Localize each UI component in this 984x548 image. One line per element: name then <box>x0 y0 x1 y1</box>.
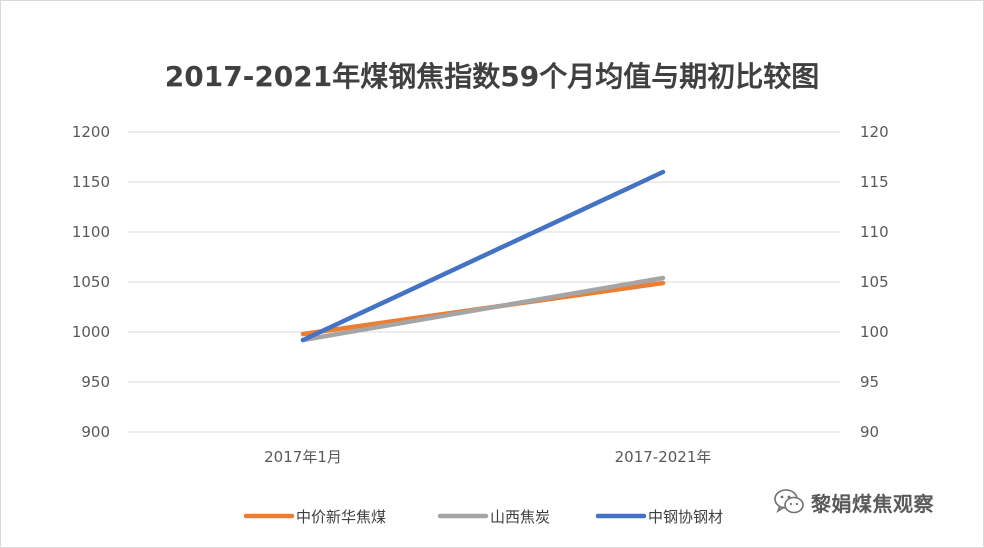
legend-label: 中价新华焦煤 <box>296 508 386 526</box>
y-right-tick-label: 90 <box>860 423 879 441</box>
y-left-tick-label: 1050 <box>72 273 110 291</box>
chart-title: 2017-2021年煤钢焦指数59个月均值与期初比较图 <box>165 60 819 93</box>
y-right-tick-label: 110 <box>860 223 889 241</box>
y-left-tick-label: 1100 <box>72 223 110 241</box>
watermark: 黎娟煤焦观察 <box>773 487 934 517</box>
x-axis: 2017年1月 2017-2021年 <box>264 448 711 466</box>
legend: 中价新华焦煤 山西焦炭 中钢协钢材 <box>243 508 723 526</box>
wechat-icon <box>774 489 804 514</box>
series-line <box>300 275 666 343</box>
series-layer <box>300 169 666 343</box>
y-right-tick-label: 105 <box>860 273 889 291</box>
y-left-tick-label: 1000 <box>72 323 110 341</box>
grid <box>128 131 840 433</box>
y-right-tick-label: 120 <box>860 123 889 141</box>
right-axis: 90 95 100 105 110 115 120 <box>860 123 889 441</box>
y-right-tick-label: 100 <box>860 323 889 341</box>
x-tick-label: 2017-2021年 <box>615 448 712 466</box>
y-left-tick-label: 1150 <box>72 173 110 191</box>
y-right-tick-label: 115 <box>860 173 889 191</box>
x-tick-label: 2017年1月 <box>264 448 342 466</box>
left-axis: 900 950 1000 1050 1100 1150 1200 <box>72 123 110 441</box>
watermark-text: 黎娟煤焦观察 <box>811 491 934 516</box>
y-right-tick-label: 95 <box>860 373 879 391</box>
legend-label: 山西焦炭 <box>490 508 550 526</box>
y-left-tick-label: 900 <box>81 423 110 441</box>
y-left-tick-label: 1200 <box>72 123 110 141</box>
legend-label: 中钢协钢材 <box>648 508 723 526</box>
y-left-tick-label: 950 <box>81 373 110 391</box>
series-line <box>300 169 666 343</box>
